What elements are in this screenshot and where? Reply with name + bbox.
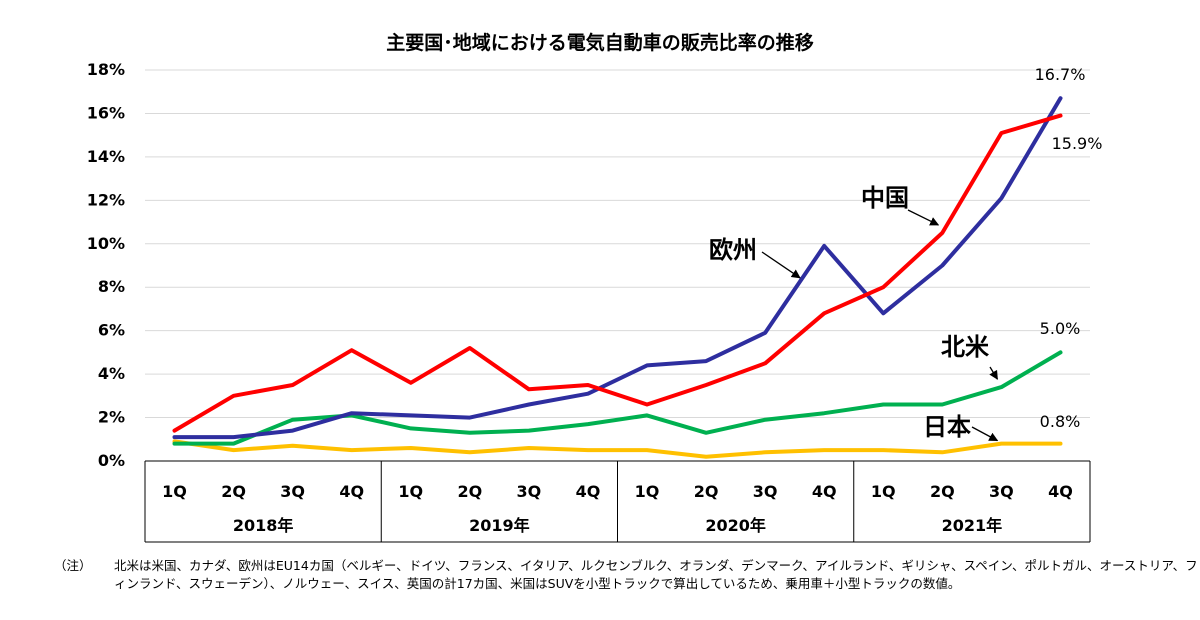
gridlines: [145, 69, 1090, 419]
value-label-中国: 15.9%: [1052, 134, 1103, 153]
x-tick-label: 4Q: [812, 482, 837, 501]
y-tick-label: 8%: [98, 277, 125, 296]
value-label-欧州: 16.7%: [1035, 65, 1086, 84]
x-tick-label: 1Q: [398, 482, 423, 501]
x-tick-label: 3Q: [517, 482, 542, 501]
y-tick-label: 18%: [87, 60, 125, 79]
x-tick-label: 2Q: [221, 482, 246, 501]
chart-title: 主要国･地域における電気自動車の販売比率の推移: [386, 32, 814, 54]
series-name-日本: 日本: [923, 413, 971, 441]
series-line-北米: [172, 350, 1063, 446]
x-tick-label: 3Q: [280, 482, 305, 501]
y-tick-label: 2%: [98, 408, 125, 427]
x-tick-label: 1Q: [871, 482, 896, 501]
y-tick-label: 14%: [87, 147, 125, 166]
year-label: 2020年: [705, 516, 766, 535]
x-axis: 1Q 2Q 3Q 4Q 1Q 2Q 3Q 4Q 1Q 2Q 3Q 4Q 1Q 2Q 3Q 4Q 2018年 201…: [144, 460, 1091, 543]
x-tick-label: 1Q: [162, 482, 187, 501]
year-label: 2021年: [942, 516, 1003, 535]
x-tick-label: 4Q: [1048, 482, 1073, 501]
x-tick-label: 3Q: [753, 482, 778, 501]
series-line-欧州: [172, 96, 1063, 440]
value-label-日本: 0.8%: [1040, 412, 1081, 431]
series-name-中国: 中国: [861, 184, 909, 212]
footnote-text: 北米は米国、カナダ、欧州はEU14カ国（ベルギー、ドイツ、フランス、イタリア、ル…: [114, 558, 1198, 591]
year-label: 2019年: [469, 516, 530, 535]
y-axis-ticks: 0% 2% 4% 6% 8% 10% 12% 14% 16% 18%: [87, 60, 125, 470]
series-line-日本: [172, 439, 1063, 459]
value-label-北米: 5.0%: [1040, 319, 1081, 338]
x-tick-label: 3Q: [989, 482, 1014, 501]
y-tick-label: 0%: [98, 451, 125, 470]
y-tick-label: 6%: [98, 321, 125, 340]
x-tick-label: 2Q: [930, 482, 955, 501]
series-name-北米: 北米: [941, 333, 989, 361]
x-tick-label: 4Q: [339, 482, 364, 501]
y-tick-label: 4%: [98, 364, 125, 383]
arrow-日本: [971, 426, 999, 442]
series-lines: [172, 96, 1063, 459]
x-tick-label: 2Q: [457, 482, 482, 501]
arrow-北米: [989, 366, 998, 380]
series-line-中国: [172, 113, 1063, 433]
x-tick-label: 1Q: [635, 482, 660, 501]
arrow-欧州: [761, 251, 801, 279]
x-tick-label: 4Q: [576, 482, 601, 501]
y-tick-label: 12%: [87, 190, 125, 209]
footnote-mark: （注）: [54, 558, 92, 573]
line-chart: 0% 2% 4% 6% 8% 10% 12% 14% 16% 18% 1Q 2Q 3Q 4Q 1Q 2Q 3Q…: [87, 60, 1103, 543]
year-label: 2018年: [233, 516, 294, 535]
series-name-欧州: 欧州: [709, 236, 757, 264]
y-tick-label: 16%: [87, 103, 125, 122]
arrow-中国: [907, 209, 940, 226]
x-tick-label: 2Q: [694, 482, 719, 501]
y-tick-label: 10%: [87, 234, 125, 253]
